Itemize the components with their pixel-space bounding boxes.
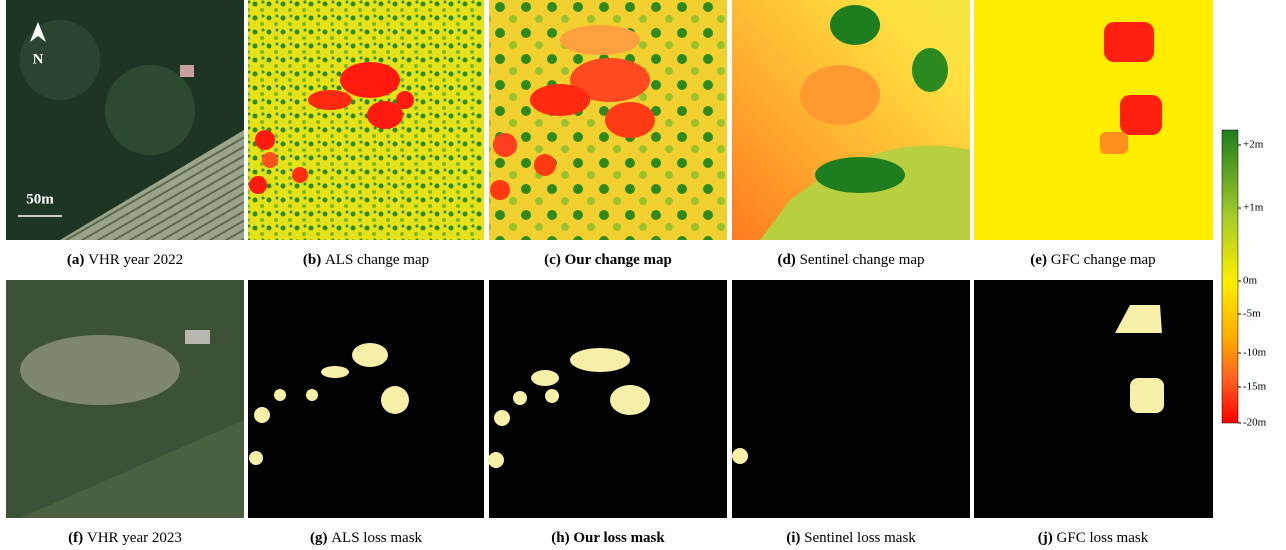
caption-label: (i) <box>786 530 800 546</box>
north-label: N <box>33 51 44 67</box>
caption-text: Our change map <box>565 252 672 268</box>
caption-text: GFC loss mask <box>1057 530 1149 546</box>
caption-label: (g) <box>310 530 328 546</box>
colorbar-label: -5m <box>1243 308 1261 320</box>
caption: (a) VHR year 2022 <box>67 252 183 268</box>
caption-label: (b) <box>303 252 321 268</box>
our-change-map <box>489 0 727 240</box>
caption: (j) GFC loss mask <box>1038 530 1149 546</box>
caption-label: (e) <box>1030 252 1047 268</box>
colorbar: +2m +1m 0m -5m -10m -15m -20m <box>1222 130 1267 429</box>
caption-label: (f) <box>68 530 83 546</box>
colorbar-label: -20m <box>1243 417 1267 429</box>
caption-text: Sentinel change map <box>800 252 925 268</box>
figure: N 50m (a) VHR year 2022 (b) ALS change ma… <box>0 0 1286 550</box>
caption-label: (a) <box>67 252 85 268</box>
caption: (c) Our change map <box>544 252 672 268</box>
caption-text: GFC change map <box>1051 252 1156 268</box>
caption-label: (c) <box>544 252 561 268</box>
vhr-2023 <box>6 280 244 518</box>
caption: (i) Sentinel loss mask <box>786 530 916 546</box>
colorbar-label: 0m <box>1243 275 1258 287</box>
caption-text: Our loss mask <box>573 530 665 546</box>
caption: (h) Our loss mask <box>551 530 665 546</box>
caption: (e) GFC change map <box>1030 252 1155 268</box>
sentinel-loss-mask <box>732 280 970 518</box>
vhr-2022: N 50m <box>6 0 244 240</box>
colorbar-label: -10m <box>1243 347 1267 359</box>
gfc-loss-mask <box>974 280 1213 518</box>
caption: (b) ALS change map <box>303 252 429 268</box>
caption: (g) ALS loss mask <box>310 530 423 546</box>
colorbar-label: +2m <box>1243 139 1264 151</box>
caption: (d) Sentinel change map <box>777 252 924 268</box>
sentinel-change-map <box>732 0 970 240</box>
caption-label: (j) <box>1038 530 1053 546</box>
caption-text: ALS loss mask <box>331 530 422 546</box>
scale-label: 50m <box>26 191 54 207</box>
gfc-change-map <box>974 0 1213 240</box>
caption-label: (h) <box>551 530 569 546</box>
caption-text: ALS change map <box>325 252 429 268</box>
caption-label: (d) <box>777 252 795 268</box>
caption-text: VHR year 2022 <box>88 252 183 268</box>
our-loss-mask <box>488 280 727 518</box>
caption-text: VHR year 2023 <box>87 530 182 546</box>
als-change-map <box>248 0 484 240</box>
als-loss-mask <box>248 280 484 518</box>
colorbar-label: +1m <box>1243 202 1264 214</box>
caption-text: Sentinel loss mask <box>804 530 916 546</box>
caption: (f) VHR year 2023 <box>68 530 182 546</box>
colorbar-label: -15m <box>1243 381 1267 393</box>
